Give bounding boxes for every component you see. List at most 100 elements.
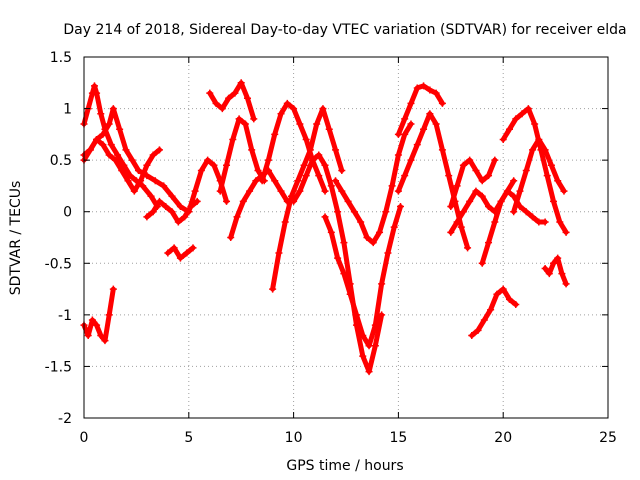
data-point <box>547 161 555 169</box>
data-point <box>357 218 365 226</box>
data-point <box>491 218 499 226</box>
data-point <box>363 234 371 241</box>
data-point <box>562 228 570 236</box>
data-point <box>453 218 461 226</box>
data-point <box>271 177 279 185</box>
series-arc-18 <box>447 156 499 211</box>
x-tick-label: 5 <box>184 430 193 446</box>
data-point <box>290 197 298 205</box>
data-point <box>84 331 92 339</box>
data-point <box>315 172 323 180</box>
series-trace <box>228 168 290 240</box>
data-point <box>468 331 476 339</box>
x-tick-labels: 0 5 10 15 20 25 <box>80 430 617 446</box>
data-point <box>371 342 379 350</box>
data-point <box>149 151 157 159</box>
series-arc-20 <box>468 285 520 339</box>
data-point <box>332 146 340 154</box>
data-point <box>550 259 558 267</box>
data-point <box>445 172 453 180</box>
data-point <box>560 187 568 195</box>
data-point <box>466 156 474 164</box>
data-point <box>472 187 480 195</box>
data-point <box>162 203 170 211</box>
y-tick-label: -2 <box>58 411 72 427</box>
data-point <box>97 110 105 118</box>
data-point <box>294 177 302 185</box>
data-point <box>248 146 256 154</box>
data-point <box>176 254 184 262</box>
series-arc-24 <box>541 254 570 288</box>
data-point <box>128 156 136 164</box>
series-trace <box>395 111 471 251</box>
data-point <box>554 177 562 185</box>
data-point <box>369 239 377 247</box>
x-tick-label: 15 <box>389 430 407 446</box>
data-point <box>126 172 134 180</box>
data-point <box>359 331 367 339</box>
data-point <box>493 290 501 298</box>
data-point <box>155 197 163 205</box>
data-point <box>480 316 488 324</box>
data-point <box>516 187 524 195</box>
data-point <box>334 208 342 216</box>
data-point <box>223 161 231 169</box>
data-point <box>485 172 493 180</box>
series-arc-3 <box>80 136 163 195</box>
data-point <box>485 203 493 211</box>
data-point <box>147 192 155 200</box>
data-point <box>176 203 184 211</box>
data-point <box>118 166 126 174</box>
data-point <box>558 270 566 278</box>
data-point <box>111 156 119 164</box>
data-point <box>160 182 168 190</box>
data-point <box>151 177 159 185</box>
series-arc-21 <box>478 187 549 267</box>
data-point <box>352 311 360 319</box>
data-point <box>191 187 199 195</box>
y-tick-label: 0 <box>63 205 72 221</box>
data-point <box>308 156 316 164</box>
data-point <box>365 368 373 376</box>
data-point <box>300 161 308 169</box>
data-point <box>239 197 247 205</box>
data-point <box>197 166 205 174</box>
data-point <box>181 213 189 221</box>
data-point <box>93 321 101 329</box>
data-point <box>114 151 122 159</box>
data-point <box>93 89 101 97</box>
data-point <box>99 130 107 138</box>
data-point <box>350 208 358 216</box>
data-point <box>206 89 214 97</box>
data-point <box>109 105 117 113</box>
data-point <box>277 110 285 118</box>
data-point <box>464 244 472 252</box>
data-point <box>235 115 243 123</box>
data-point <box>505 125 513 133</box>
data-point <box>332 177 340 185</box>
data-point <box>485 239 493 247</box>
data-point <box>93 136 101 144</box>
data-point <box>290 105 298 113</box>
data-point <box>474 326 482 334</box>
data-point <box>394 151 402 159</box>
data-point <box>254 166 262 174</box>
data-point <box>183 249 191 257</box>
data-point <box>174 218 182 226</box>
data-point <box>321 187 329 195</box>
data-point <box>334 254 342 262</box>
data-point <box>545 270 553 278</box>
data-point <box>90 82 98 90</box>
data-point <box>204 156 212 164</box>
data-point <box>529 146 537 154</box>
x-axis-title: GPS time / hours <box>286 458 403 474</box>
data-point <box>413 141 421 149</box>
data-point <box>491 156 499 164</box>
data-point <box>258 177 266 185</box>
y-tick-label: 1 <box>63 102 72 118</box>
x-tick-label: 25 <box>599 430 617 446</box>
data-point <box>105 120 113 128</box>
data-point <box>164 249 172 257</box>
